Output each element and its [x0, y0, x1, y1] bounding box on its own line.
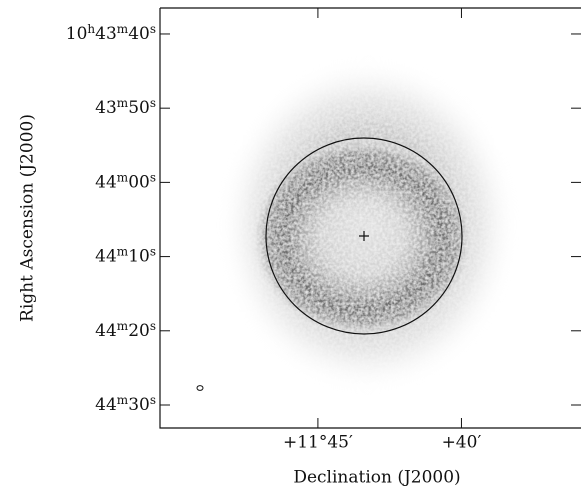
y-tick-label: 44m20s	[95, 318, 156, 340]
x-axis-label: Declination (J2000)	[293, 468, 460, 488]
aperture-circle	[265, 137, 463, 335]
y-tick-label: 44m00s	[95, 170, 156, 192]
y-axis-label: Right Ascension (J2000)	[18, 114, 38, 322]
center-cross	[359, 231, 369, 241]
x-tick-label: +40′	[442, 433, 482, 453]
beam	[196, 385, 204, 391]
y-tick-label: 10h43m40s	[66, 22, 156, 44]
y-tick-label: 44m30s	[95, 393, 156, 415]
axes-frame	[159, 7, 581, 429]
x-tick-label: +11°45′	[283, 433, 353, 453]
y-tick-label: 43m50s	[95, 96, 156, 118]
y-tick-label: 44m10s	[95, 244, 156, 266]
nebula-image	[216, 55, 520, 395]
